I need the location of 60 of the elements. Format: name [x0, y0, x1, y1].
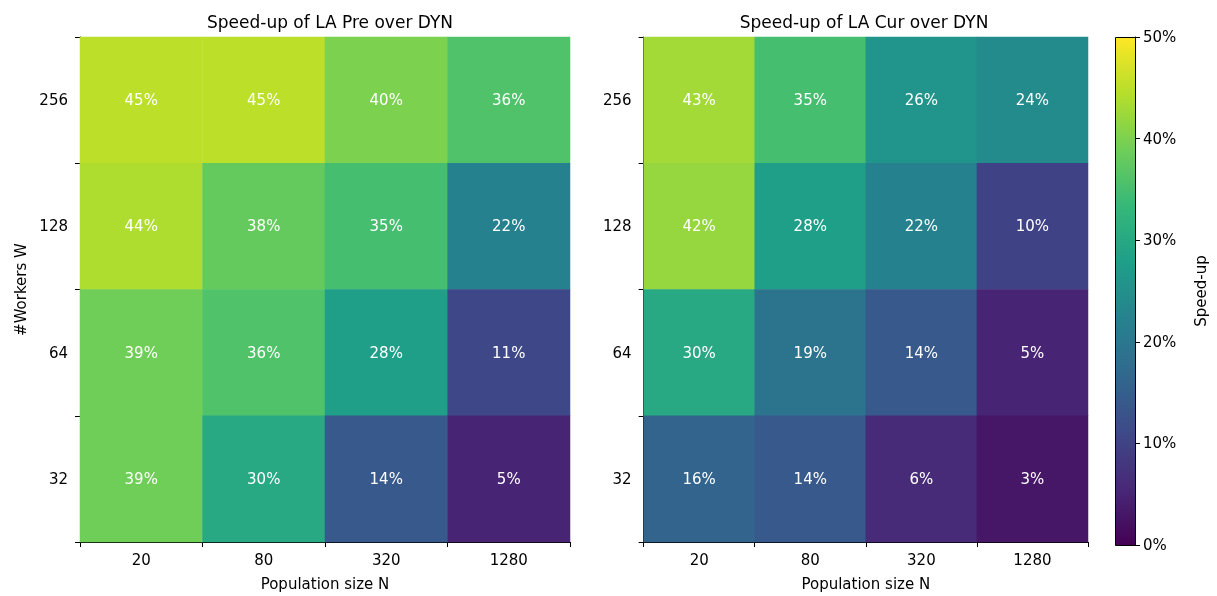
x-tick-label: 20: [131, 550, 151, 569]
color-bar-label: 50%: [1143, 28, 1177, 46]
x-axis-title: Population size N: [260, 574, 390, 593]
y-tick-label: 256: [602, 91, 632, 110]
data-label: 44%: [124, 217, 158, 236]
x-tick-label: 320: [907, 550, 936, 569]
data-label: 5%: [1020, 343, 1045, 362]
x-tick-label: 80: [254, 550, 274, 569]
color-bar-label: 20%: [1143, 332, 1177, 351]
data-label: 45%: [247, 91, 281, 110]
y-tick-label: 32: [612, 469, 632, 488]
x-axis-title: Population size N: [801, 574, 931, 593]
data-label: 39%: [124, 469, 158, 488]
data-label: 26%: [904, 91, 939, 110]
data-label: 30%: [247, 469, 281, 488]
data-label: 14%: [793, 469, 827, 488]
data-label: 19%: [793, 343, 827, 362]
y-tick-label: 128: [39, 217, 68, 236]
y-tick-label: 32: [48, 469, 68, 488]
x-tick-label: 320: [371, 550, 401, 569]
data-label: 16%: [682, 469, 716, 488]
data-label: 10%: [1015, 217, 1050, 236]
y-axis-title: #Workers W: [11, 242, 30, 336]
data-label: 28%: [793, 217, 827, 236]
color-bar-label: 30%: [1143, 231, 1177, 250]
data-label: 11%: [492, 343, 526, 362]
chart-title: Speed-up of LA Pre over DYN: [206, 11, 454, 32]
data-label: 39%: [124, 343, 158, 362]
data-label: 6%: [909, 469, 934, 488]
data-label: 43%: [682, 91, 716, 110]
y-tick-label: 64: [48, 343, 68, 362]
data-label: 22%: [492, 217, 526, 236]
chart-title: Speed-up of LA Cur over DYN: [739, 11, 989, 32]
data-label: 14%: [904, 343, 939, 362]
data-label: 45%: [124, 91, 158, 110]
data-label: 30%: [682, 343, 716, 362]
data-label: 3%: [1020, 469, 1045, 488]
y-tick-label: 256: [39, 91, 68, 110]
color-bar-label: 10%: [1143, 434, 1177, 453]
data-label: 40%: [369, 91, 403, 110]
x-tick-label: 1280: [489, 550, 528, 569]
color-bar-label: 40%: [1143, 129, 1177, 148]
data-label: 38%: [247, 217, 281, 236]
x-tick-label: 20: [689, 550, 709, 569]
x-tick-label: 80: [800, 550, 820, 569]
color-bar-title: Speed-up: [1191, 255, 1210, 327]
data-label: 5%: [496, 469, 521, 488]
data-label: 35%: [793, 91, 827, 110]
data-label: 14%: [369, 469, 403, 488]
data-label: 24%: [1015, 91, 1050, 110]
data-label: 36%: [492, 91, 526, 110]
y-tick-label: 128: [602, 217, 632, 236]
data-label: 35%: [369, 217, 403, 236]
data-label: 28%: [369, 343, 403, 362]
data-label: 42%: [682, 217, 716, 236]
color-bar-label: 0%: [1143, 536, 1167, 554]
data-label: 36%: [247, 343, 281, 362]
data-label: 22%: [904, 217, 939, 236]
y-tick-label: 64: [612, 343, 632, 362]
x-tick-label: 1280: [1013, 550, 1052, 569]
